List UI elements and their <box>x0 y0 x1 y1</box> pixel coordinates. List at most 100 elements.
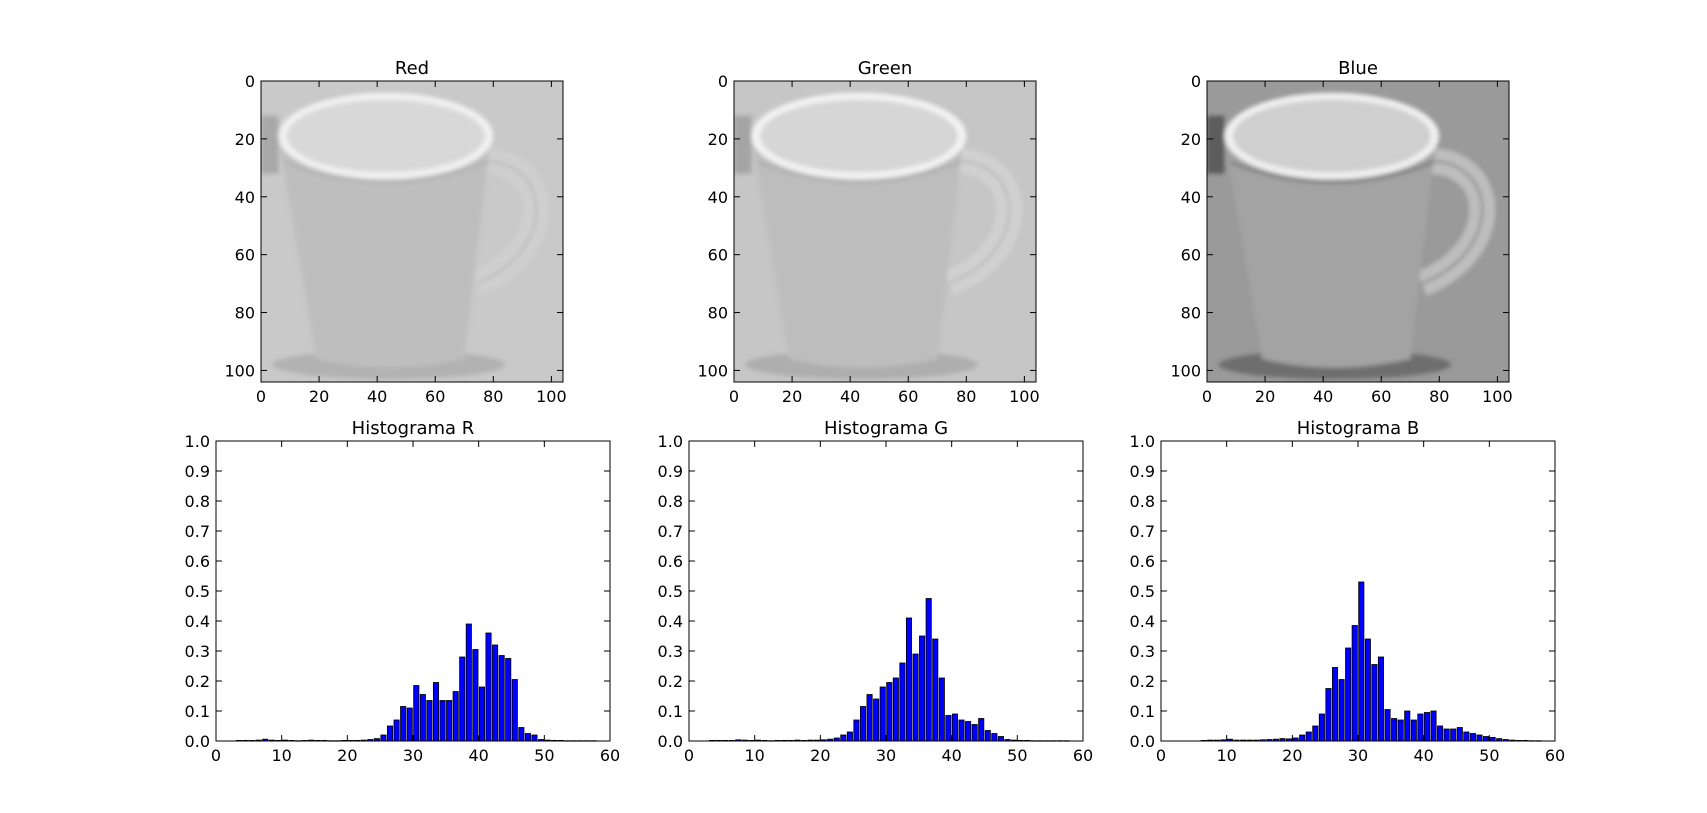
histogram-bar <box>997 736 1004 742</box>
histogram-bar <box>386 725 394 742</box>
axes-background <box>689 441 1083 741</box>
x-tick-label: 60 <box>898 387 918 406</box>
x-tick-label: 30 <box>1348 746 1368 765</box>
histogram-bar <box>1489 737 1496 742</box>
y-tick-label: 0.7 <box>1130 522 1155 541</box>
histogram-bar <box>518 727 525 742</box>
x-tick-label: 40 <box>941 746 961 765</box>
histogram-bar <box>1318 713 1325 742</box>
mug-interior <box>760 99 958 173</box>
histogram-bar <box>524 733 531 742</box>
histogram-bar <box>531 734 538 742</box>
y-tick-label: 1.0 <box>185 432 210 451</box>
x-tick-label: 60 <box>1371 387 1391 406</box>
x-tick-label: 0 <box>211 746 221 765</box>
axes-background <box>1161 441 1555 741</box>
y-tick-label: 0.2 <box>658 672 683 691</box>
histogram-bar <box>426 700 433 742</box>
histogram-bar <box>1437 725 1444 742</box>
x-tick-label: 30 <box>876 746 896 765</box>
x-tick-label: 60 <box>1545 746 1565 765</box>
y-tick-label: 0.6 <box>1130 552 1155 571</box>
panel-title: Green <box>858 58 913 79</box>
y-tick-label: 60 <box>235 246 255 265</box>
y-tick-label: 0.9 <box>185 462 210 481</box>
x-tick-label: 50 <box>1479 746 1499 765</box>
x-tick-label: 100 <box>1009 387 1040 406</box>
histogram-bar <box>873 698 880 742</box>
histogram-bar <box>879 686 886 742</box>
y-tick-label: 0.0 <box>185 732 210 751</box>
axes-frame <box>1206 80 1510 383</box>
x-tick-label: 100 <box>536 387 567 406</box>
histogram-bar <box>1325 688 1332 742</box>
x-tick-label: 50 <box>534 746 554 765</box>
x-tick-label: 0 <box>1202 387 1212 406</box>
y-tick-label: 0 <box>718 72 728 91</box>
image-content <box>734 81 1036 382</box>
y-tick-label: 80 <box>1181 304 1201 323</box>
histogram-bar <box>1476 734 1483 742</box>
x-tick-label: 20 <box>337 746 357 765</box>
panel-histogram-g: Histograma G 0 10 20 30 40 50 60 0.0 0.1 0.2 0.3 0.4… <box>658 418 1094 765</box>
mug-body <box>1224 138 1437 368</box>
y-tick-label: 60 <box>1181 246 1201 265</box>
histogram-bar <box>958 719 965 742</box>
image-content <box>1207 81 1509 382</box>
histogram-bar <box>932 638 939 742</box>
histogram-bar <box>485 632 492 742</box>
histogram-bar <box>1338 679 1345 742</box>
y-tick-label: 0.6 <box>185 552 210 571</box>
histogram-bar <box>886 682 893 742</box>
x-tick-label: 0 <box>1156 746 1166 765</box>
mug-group <box>734 92 1023 380</box>
histogram-bar <box>498 655 505 742</box>
histogram-bar <box>978 718 985 742</box>
histogram-bar <box>439 700 446 742</box>
y-tick-label: 100 <box>697 361 728 380</box>
y-tick-label: 0 <box>1191 72 1201 91</box>
histogram-bar <box>1463 731 1470 742</box>
y-tick-label: 20 <box>1181 130 1201 149</box>
y-tick-label: 100 <box>224 361 255 380</box>
histogram-bar <box>1469 733 1476 742</box>
x-tick-label: 40 <box>1413 746 1433 765</box>
x-tick-label: 40 <box>367 387 387 406</box>
y-tick-label: 0.2 <box>1130 672 1155 691</box>
x-tick-label: 40 <box>840 387 860 406</box>
histogram-bar <box>1410 719 1417 742</box>
histogram-bar <box>1450 728 1457 742</box>
y-tick-label: 0.8 <box>658 492 683 511</box>
mug-interior <box>287 99 485 173</box>
histogram-bar <box>1483 736 1490 742</box>
y-tick-label: 0.9 <box>658 462 683 481</box>
y-tick-label: 0.5 <box>658 582 683 601</box>
y-tick-label: 20 <box>708 130 728 149</box>
x-tick-label: 50 <box>1007 746 1027 765</box>
histogram-bar <box>951 713 958 742</box>
x-tick-label: 10 <box>271 746 291 765</box>
mug-interior <box>1233 99 1431 173</box>
histogram-bar <box>400 706 407 742</box>
mug-handle-edge <box>1415 160 1484 285</box>
histogram-bar <box>1377 656 1385 742</box>
histogram-bar <box>1404 710 1411 742</box>
x-tick-label: 60 <box>1073 746 1093 765</box>
x-tick-label: 0 <box>729 387 739 406</box>
histogram-bar <box>919 635 926 742</box>
mug-group <box>1207 92 1496 380</box>
histogram-bar <box>912 653 919 742</box>
histogram-bar <box>1443 728 1450 742</box>
histogram-bar <box>505 658 512 742</box>
y-tick-label: 0.1 <box>658 702 683 721</box>
histogram-bar <box>1299 734 1306 742</box>
histogram-bar <box>846 731 853 742</box>
histogram-bar <box>1397 719 1404 742</box>
y-tick-label: 0.2 <box>185 672 210 691</box>
histogram-bar <box>866 694 873 742</box>
histogram-bar <box>1384 709 1391 742</box>
y-tick-label: 20 <box>235 130 255 149</box>
x-tick-label: 60 <box>425 387 445 406</box>
